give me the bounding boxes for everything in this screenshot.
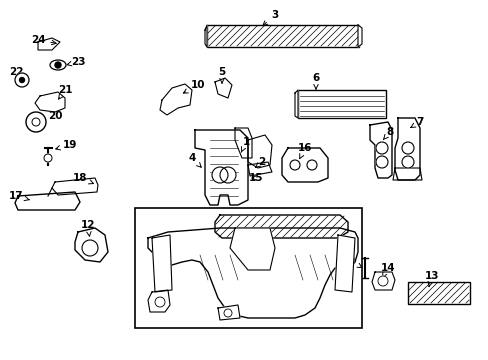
Text: 14: 14 — [380, 263, 394, 277]
Circle shape — [401, 142, 413, 154]
Text: 16: 16 — [297, 143, 312, 159]
Circle shape — [377, 276, 387, 286]
Polygon shape — [52, 178, 98, 195]
Text: 23: 23 — [67, 57, 85, 67]
Circle shape — [375, 156, 387, 168]
Circle shape — [82, 240, 98, 256]
Polygon shape — [294, 90, 297, 118]
Circle shape — [15, 73, 29, 87]
Polygon shape — [229, 228, 274, 270]
Polygon shape — [215, 215, 347, 238]
Polygon shape — [75, 228, 108, 262]
Bar — [407, 282, 469, 304]
Polygon shape — [195, 130, 247, 205]
Polygon shape — [369, 122, 391, 178]
Polygon shape — [235, 128, 251, 158]
Text: 5: 5 — [218, 67, 225, 83]
Polygon shape — [160, 84, 192, 115]
Text: 7: 7 — [410, 117, 423, 127]
Bar — [206, 25, 358, 47]
Circle shape — [220, 167, 236, 183]
Text: 20: 20 — [40, 111, 62, 122]
Circle shape — [401, 156, 413, 168]
Polygon shape — [371, 272, 394, 290]
Text: 1: 1 — [241, 137, 249, 152]
Text: 4: 4 — [188, 153, 201, 167]
Text: 10: 10 — [183, 80, 205, 93]
Polygon shape — [15, 192, 80, 210]
Circle shape — [375, 142, 387, 154]
Polygon shape — [218, 305, 240, 320]
Text: 17: 17 — [9, 191, 29, 201]
Polygon shape — [392, 168, 421, 180]
Text: 21: 21 — [58, 85, 72, 99]
Polygon shape — [357, 25, 361, 47]
Polygon shape — [204, 25, 206, 47]
Polygon shape — [215, 78, 231, 98]
Text: 19: 19 — [56, 140, 77, 150]
Polygon shape — [334, 235, 354, 292]
Polygon shape — [35, 92, 65, 112]
Polygon shape — [152, 235, 172, 292]
Polygon shape — [148, 228, 357, 318]
Text: 2: 2 — [255, 157, 265, 168]
Circle shape — [20, 77, 24, 82]
Text: 9: 9 — [348, 257, 361, 267]
Text: 13: 13 — [424, 271, 438, 287]
Circle shape — [26, 112, 46, 132]
Text: 15: 15 — [248, 173, 263, 183]
Text: 22: 22 — [9, 67, 23, 80]
Bar — [297, 90, 385, 118]
Circle shape — [289, 160, 299, 170]
Circle shape — [32, 118, 40, 126]
Circle shape — [155, 297, 164, 307]
Polygon shape — [282, 148, 327, 182]
Polygon shape — [247, 162, 271, 176]
Text: 12: 12 — [81, 220, 95, 236]
Circle shape — [224, 309, 231, 317]
Polygon shape — [247, 135, 271, 168]
Circle shape — [306, 160, 316, 170]
Polygon shape — [38, 38, 60, 50]
Text: 11: 11 — [318, 217, 335, 230]
Circle shape — [44, 154, 52, 162]
Circle shape — [212, 167, 227, 183]
Text: 24: 24 — [31, 35, 56, 45]
Polygon shape — [394, 118, 419, 180]
Text: 8: 8 — [383, 127, 393, 139]
Text: 18: 18 — [73, 173, 93, 184]
Circle shape — [55, 62, 61, 68]
Text: 3: 3 — [263, 10, 278, 26]
Ellipse shape — [50, 60, 66, 70]
Polygon shape — [148, 290, 170, 312]
Text: 6: 6 — [312, 73, 319, 89]
Bar — [135, 208, 361, 328]
